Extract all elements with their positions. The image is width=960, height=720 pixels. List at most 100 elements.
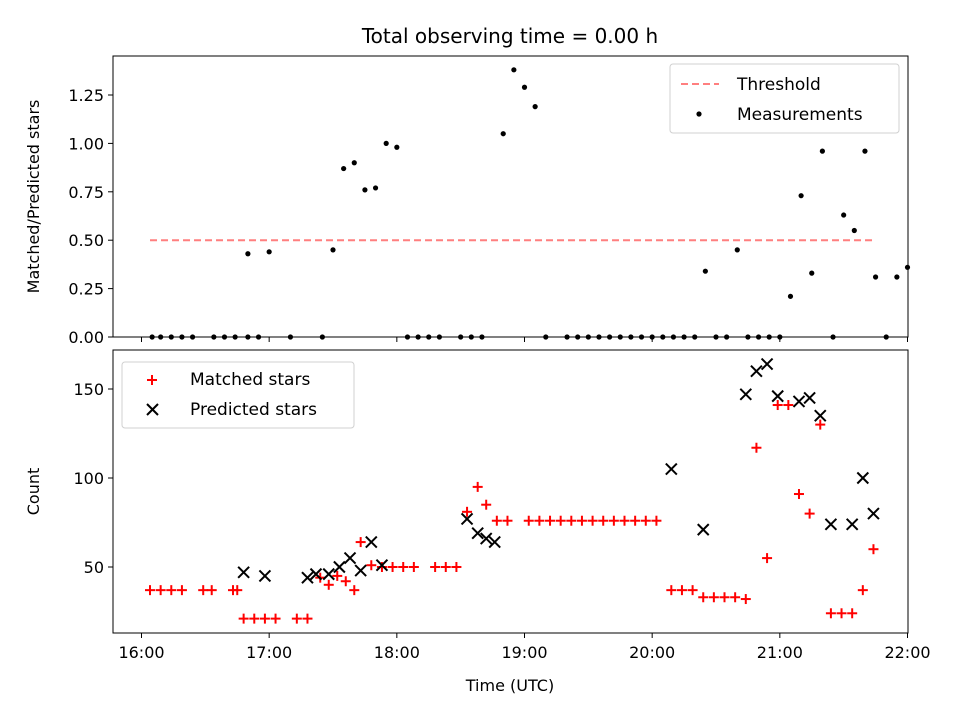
measurement-point: [415, 334, 421, 340]
matched-star-point: [793, 489, 804, 500]
measurement-point: [394, 144, 400, 150]
predicted-star-point: [471, 526, 484, 540]
predicted-star-point: [354, 564, 367, 577]
matched-star-point: [719, 592, 730, 603]
matched-star-point: [323, 579, 334, 590]
matched-star-point: [598, 515, 609, 526]
y-axis-label: Matched/Predicted stars: [24, 100, 43, 294]
measurement-point: [670, 334, 677, 340]
measurement-point: [777, 334, 783, 340]
matched-star-point: [847, 608, 858, 619]
matched-star-point: [751, 442, 762, 453]
matched-star-point: [576, 515, 587, 526]
predicted-star-point: [792, 395, 806, 408]
matched-star-point: [430, 562, 441, 572]
predicted-star-point: [760, 357, 774, 371]
matched-star-point: [762, 553, 773, 564]
matched-star-point: [825, 608, 836, 619]
measurement-point: [745, 334, 751, 340]
matched-star-point: [868, 544, 879, 555]
matched-star-point: [630, 515, 641, 526]
predicted-star-point: [258, 569, 272, 583]
predicted-star-point: [333, 560, 346, 574]
bottom-panel: 16:00 17:00 18:00 19:00 20:00 21:00 22:00 50 100…: [24, 349, 931, 695]
measurement-point: [724, 334, 730, 340]
measurement-point: [766, 334, 772, 340]
matched-star-point: [481, 499, 492, 510]
matched-star-point: [270, 613, 281, 624]
measurement-point: [841, 212, 847, 218]
measurement-point: [436, 334, 442, 340]
predicted-star-point: [803, 391, 816, 405]
matched-star-point: [232, 585, 243, 596]
matched-star-point: [366, 560, 377, 571]
matched-star-point: [291, 613, 302, 624]
matched-star-point: [462, 506, 473, 517]
legend-bottom: Matched stars Predicted stars: [121, 361, 355, 429]
matched-star-point: [566, 515, 577, 526]
legend-box: [121, 361, 355, 429]
matched-star-point: [502, 515, 513, 526]
x-tick-label: 18:00: [374, 643, 420, 662]
measurement-point: [702, 268, 708, 274]
predicted-star-point: [665, 462, 678, 476]
predicted-star-point: [479, 532, 493, 545]
measurement-point: [734, 247, 740, 253]
measurement-point: [468, 334, 474, 340]
measurement-point: [607, 334, 613, 340]
measurement-point: [211, 334, 217, 340]
measurement-point: [266, 249, 272, 255]
matched-star-point: [698, 592, 709, 603]
matched-star-point: [349, 585, 360, 596]
x-tick-label: 17:00: [246, 643, 292, 662]
matched-star-point: [836, 608, 847, 619]
legend-matched-swatch: [147, 375, 157, 385]
predicted-star-point: [365, 535, 378, 549]
matched-star-point: [206, 585, 217, 596]
x-tick-label: 21:00: [757, 643, 803, 662]
predicted-star-point: [750, 364, 763, 378]
measurement-point: [500, 131, 506, 137]
measurement-point: [179, 334, 185, 340]
measurement-point: [189, 334, 196, 340]
legend-measurement-swatch: [696, 111, 702, 117]
matched-star-point: [145, 585, 156, 596]
measurement-point: [341, 165, 347, 172]
measurement-point: [458, 334, 464, 340]
measurement-point: [521, 84, 528, 90]
x-tick-label: 19:00: [501, 643, 547, 662]
matched-star-point: [740, 594, 751, 605]
predicted-star-point: [309, 567, 323, 581]
measurement-point: [649, 334, 655, 340]
y-tick-label: 1.00: [68, 134, 104, 153]
matched-star-point: [619, 515, 630, 526]
matched-star-point: [340, 576, 351, 587]
y-tick-label: 0.75: [68, 183, 104, 202]
measurement-point: [904, 264, 911, 270]
measurement-point: [883, 334, 889, 340]
matched-star-point: [772, 400, 783, 411]
measurement-point: [755, 334, 762, 340]
x-tick-label: 20:00: [629, 643, 675, 662]
matched-star-point: [687, 585, 698, 596]
y-tick-label: 100: [73, 469, 104, 488]
matched-star-point: [155, 585, 166, 596]
measurement-point: [787, 293, 794, 299]
y-tick-label: 0.50: [68, 231, 104, 250]
measurement-point: [245, 251, 251, 257]
x-tick-label: 22:00: [884, 643, 930, 662]
legend-measurement-label: Measurements: [737, 105, 863, 125]
measurement-point: [255, 334, 262, 340]
measurement-point: [596, 334, 602, 340]
measurement-point: [809, 270, 815, 276]
predicted-star-point: [697, 523, 710, 536]
x-tick-label: 16:00: [118, 643, 164, 662]
matched-star-point: [259, 613, 270, 624]
measurement-point: [158, 334, 164, 340]
measurement-point: [851, 227, 857, 234]
matched-star-point: [815, 419, 826, 430]
matched-star-point: [666, 585, 677, 596]
matched-star-point: [332, 570, 343, 581]
predicted-star-point: [771, 389, 784, 403]
